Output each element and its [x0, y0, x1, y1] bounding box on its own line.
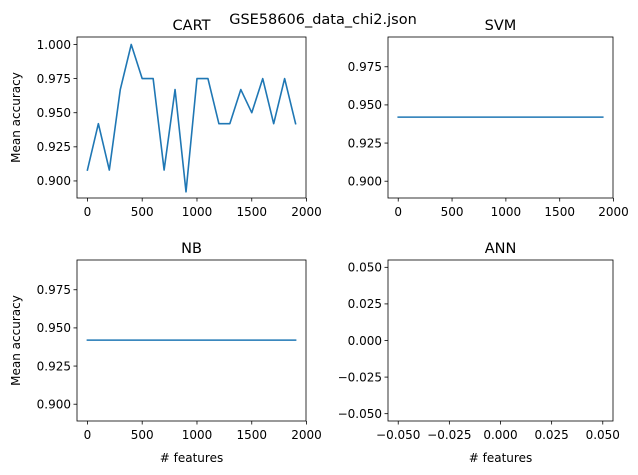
ann-title: ANN [485, 241, 517, 257]
ann-ytick-label: −0.025 [338, 370, 382, 384]
nb-ylabel: Mean accuracy [9, 295, 23, 386]
svm-xtick-label: 500 [441, 205, 464, 219]
nb-xlabel: # features [160, 451, 223, 465]
cart-ytick-label: 1.000 [37, 38, 71, 52]
ann-xtick-label: −0.050 [376, 428, 420, 442]
ann-xtick-label: 0.025 [534, 428, 568, 442]
ann-ytick-label: −0.050 [338, 407, 382, 421]
svm-xtick-label: 1000 [491, 205, 522, 219]
cart-xtick-label: 500 [131, 205, 154, 219]
nb-xtick-label: 1500 [236, 428, 267, 442]
svm-title: SVM [485, 18, 517, 34]
nb-ytick-label: 0.975 [37, 283, 71, 297]
cart-series-line [87, 45, 295, 192]
cart-xtick-label: 1500 [236, 205, 267, 219]
cart-ytick-label: 0.900 [37, 174, 71, 188]
ann-xtick-label: 0.000 [483, 428, 517, 442]
svm-subplot: SVM 0 500 1000 1500 2000 0.900 0.925 0.950 0.975 [348, 18, 629, 219]
nb-xtick-label: 2000 [291, 428, 322, 442]
cart-ytick-label: 0.925 [37, 140, 71, 154]
figure-suptitle: GSE58606_data_chi2.json [229, 12, 417, 28]
svm-ytick-label: 0.900 [348, 175, 382, 189]
ann-ytick-label: 0.025 [348, 297, 382, 311]
svm-xtick-label: 0 [394, 205, 402, 219]
cart-xtick-label: 2000 [291, 205, 322, 219]
ann-axes-frame [388, 260, 613, 421]
ann-xtick-label: −0.025 [427, 428, 471, 442]
ann-xlabel: # features [469, 451, 532, 465]
cart-xtick-label: 1000 [182, 205, 213, 219]
cart-xtick-label: 0 [84, 205, 92, 219]
cart-ylabel: Mean accuracy [9, 72, 23, 163]
ann-xtick-label: 0.050 [586, 428, 620, 442]
nb-xtick-label: 1000 [182, 428, 213, 442]
cart-ytick-label: 0.975 [37, 72, 71, 86]
svm-xtick-label: 1500 [544, 205, 575, 219]
nb-ytick-label: 0.900 [37, 398, 71, 412]
nb-ytick-label: 0.925 [37, 359, 71, 373]
nb-ytick-label: 0.950 [37, 321, 71, 335]
svm-xtick-label: 2000 [598, 205, 629, 219]
nb-subplot: NB 0 500 1000 1500 2000 0.900 0.925 0.950 0.975 Me… [9, 241, 322, 465]
nb-xtick-label: 0 [84, 428, 92, 442]
ann-ytick-label: 0.000 [348, 334, 382, 348]
nb-title: NB [181, 241, 202, 257]
subplot-grid: CART 0 500 1000 1500 2000 0.900 0.925 0.950 0.975… [9, 18, 629, 465]
svm-ytick-label: 0.925 [348, 136, 382, 150]
cart-ytick-label: 0.950 [37, 106, 71, 120]
cart-title: CART [173, 18, 211, 34]
cart-subplot: CART 0 500 1000 1500 2000 0.900 0.925 0.950 0.975… [9, 18, 322, 219]
ann-ytick-label: 0.050 [348, 261, 382, 275]
nb-xtick-label: 500 [131, 428, 154, 442]
ann-subplot: ANN −0.050 −0.025 0.000 0.025 0.050 −0.050 −0.0… [338, 241, 620, 465]
svm-ytick-label: 0.975 [348, 60, 382, 74]
svm-ytick-label: 0.950 [348, 98, 382, 112]
